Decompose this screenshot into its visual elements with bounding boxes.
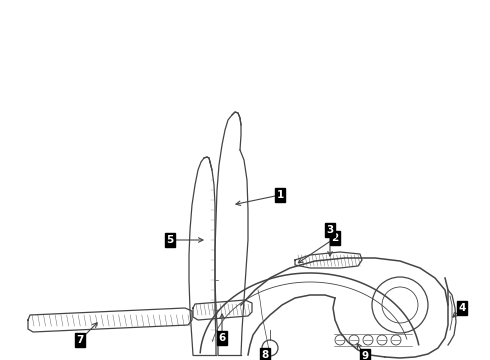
Text: 9: 9 <box>362 351 368 360</box>
Text: 7: 7 <box>76 335 84 345</box>
Text: 3: 3 <box>326 225 334 235</box>
Text: 4: 4 <box>458 303 466 313</box>
Text: 8: 8 <box>261 350 269 360</box>
Text: 5: 5 <box>167 235 173 245</box>
Text: 6: 6 <box>219 333 225 343</box>
Text: 2: 2 <box>331 233 339 243</box>
Text: 1: 1 <box>276 190 284 200</box>
